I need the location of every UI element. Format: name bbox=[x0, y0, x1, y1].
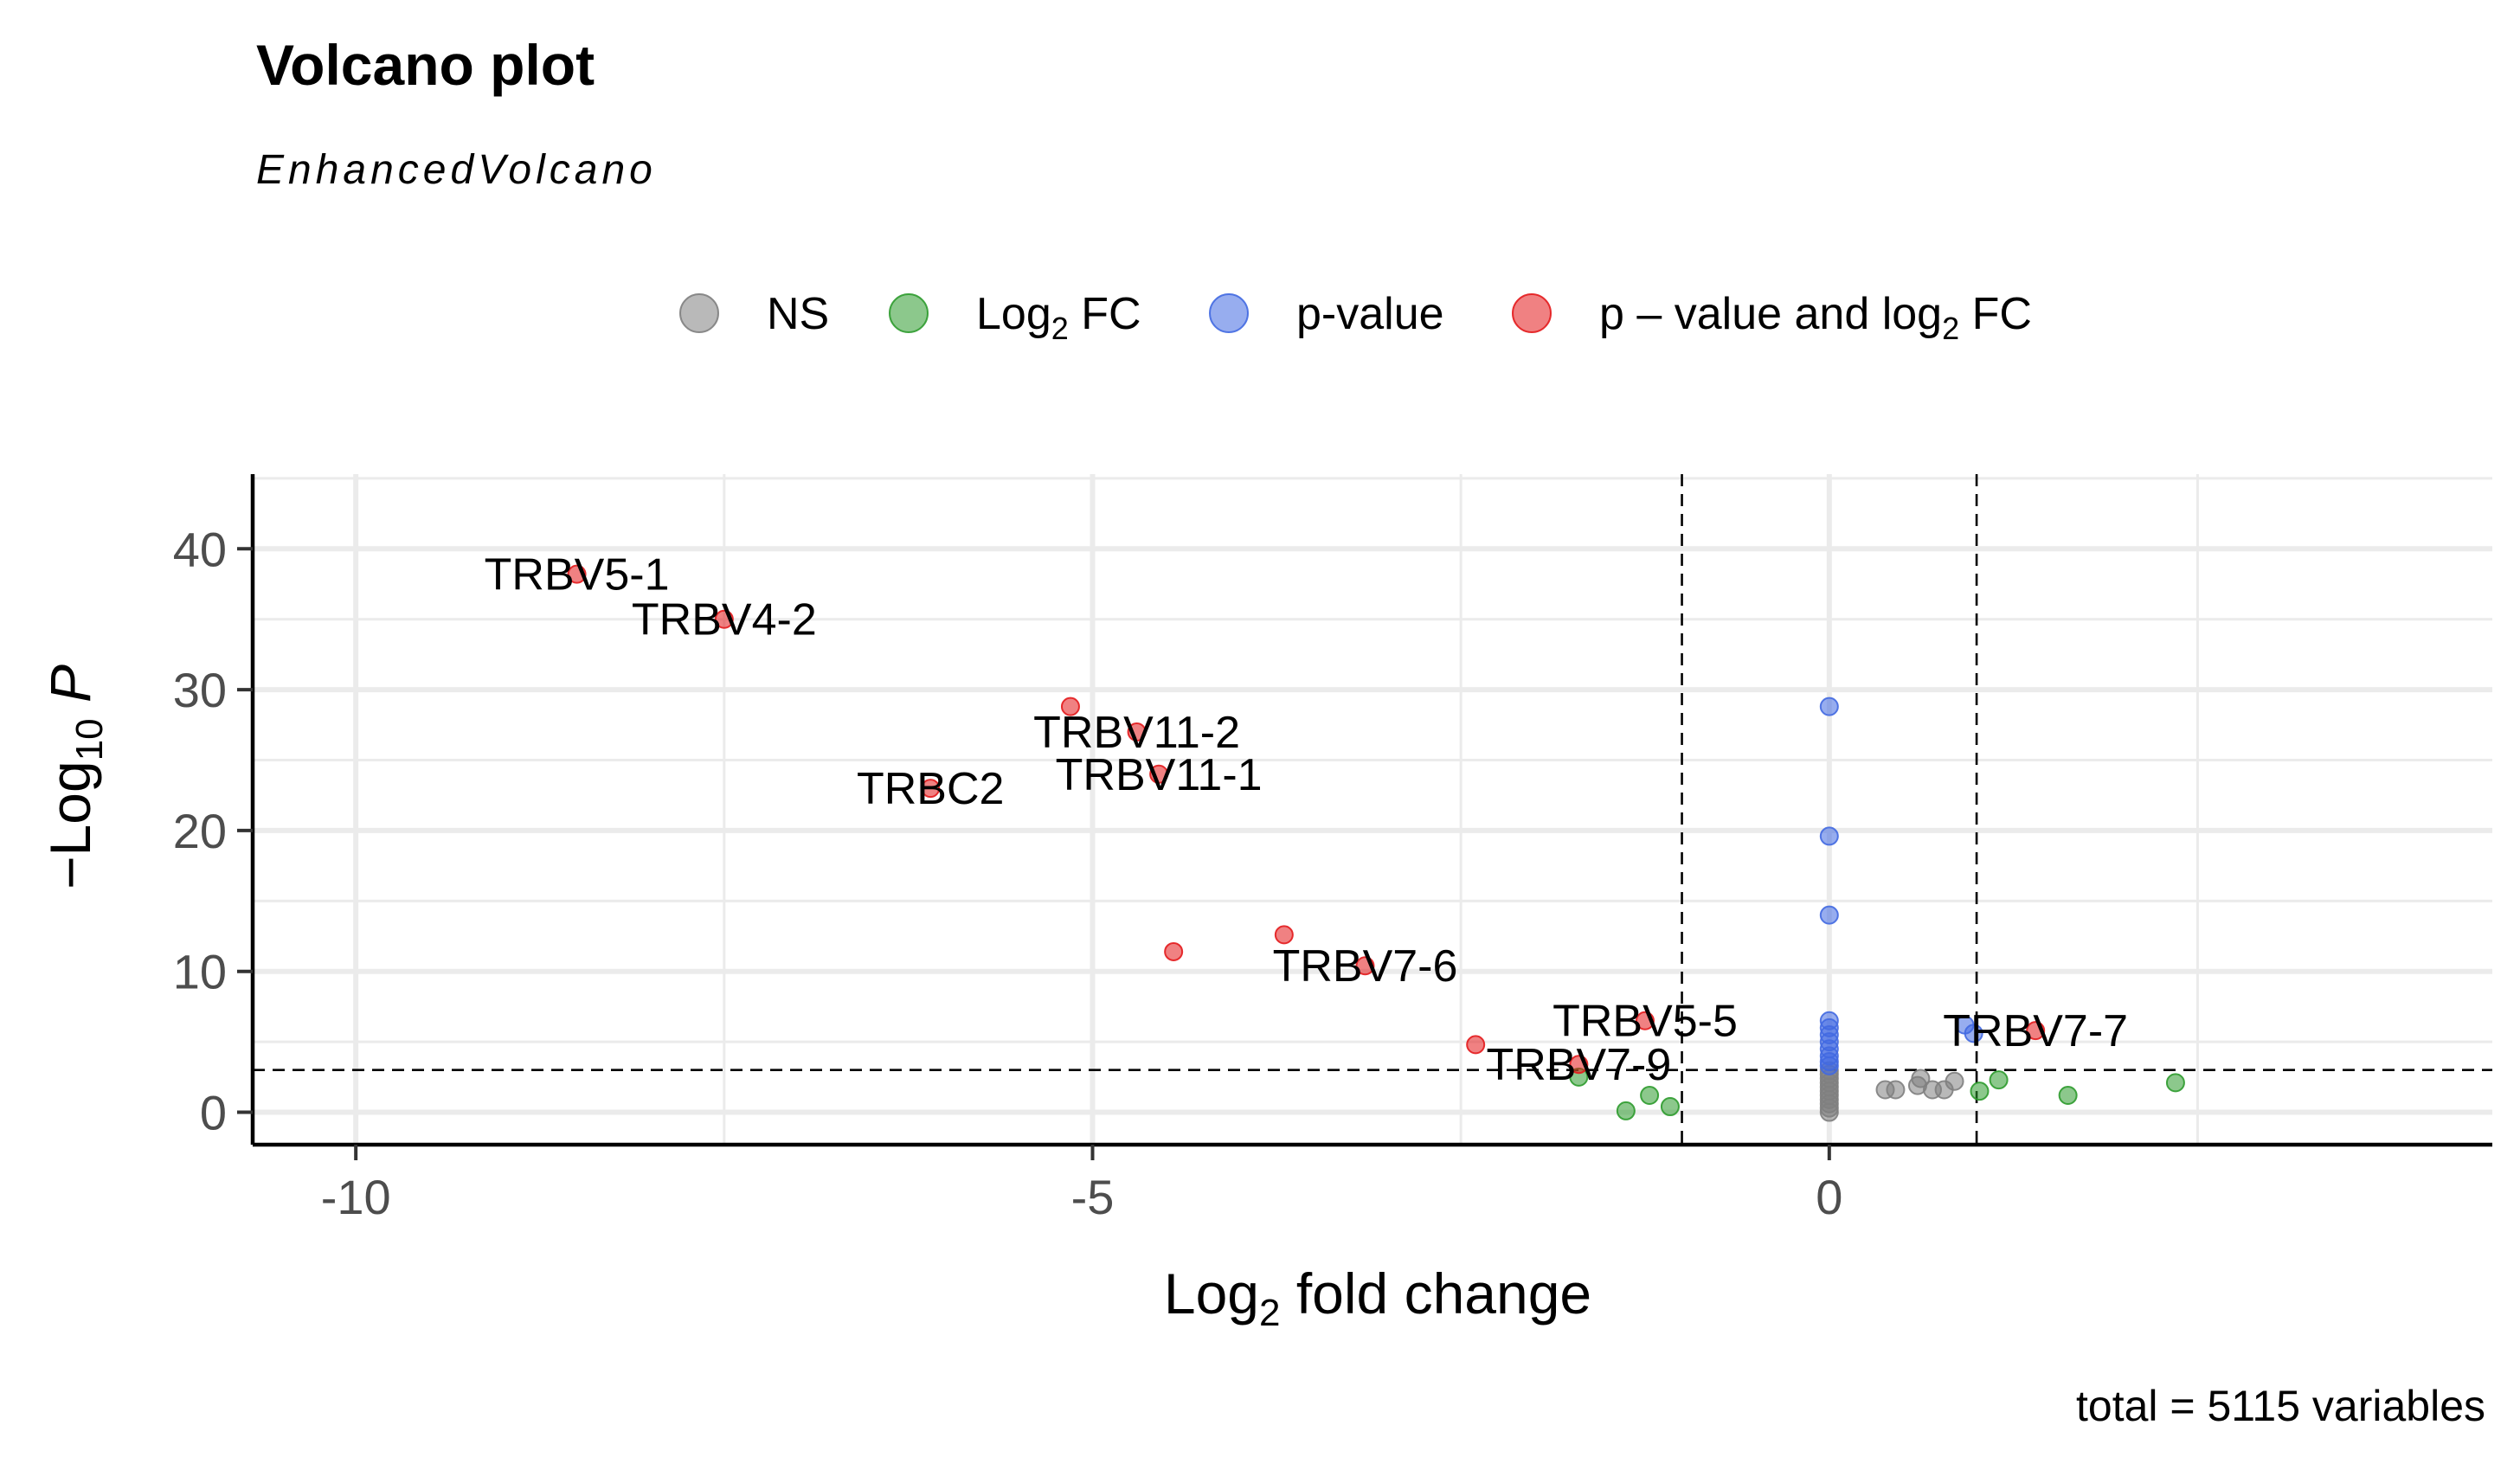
point-fc_p-3 bbox=[1127, 722, 1147, 741]
point-p-0 bbox=[1819, 696, 1839, 716]
gene-label-trbv7-7: TRBV7-7 bbox=[1943, 1006, 2128, 1056]
y-axis-title: −Log10 P bbox=[38, 664, 111, 889]
gene-label-trbv5-1: TRBV5-1 bbox=[485, 550, 670, 600]
point-fc-7 bbox=[2165, 1073, 2185, 1093]
x-tick-label-1: -5 bbox=[1071, 1170, 1115, 1224]
x-tick-label-2: 0 bbox=[1816, 1170, 1842, 1224]
point-fc-2 bbox=[1616, 1101, 1636, 1120]
y-tick-label-1: 10 bbox=[173, 945, 227, 999]
legend-label-ns: NS bbox=[767, 289, 829, 339]
y-tick-label-0: 0 bbox=[200, 1086, 227, 1140]
data-points bbox=[567, 564, 2185, 1122]
point-ns-12 bbox=[1886, 1080, 1906, 1100]
legend-key-fc_p bbox=[1512, 293, 1552, 333]
legend-key-p bbox=[1209, 293, 1249, 333]
gene-label-trbv4-2: TRBV4-2 bbox=[632, 595, 817, 645]
legend-label-p: p-value bbox=[1296, 289, 1444, 339]
y-tick-label-4: 40 bbox=[173, 522, 227, 576]
point-fc_p-5 bbox=[921, 779, 941, 799]
x-axis-title: Log2 fold change bbox=[1164, 1261, 1591, 1334]
y-tick-label-2: 20 bbox=[173, 804, 227, 858]
point-fc_p-1 bbox=[714, 609, 734, 629]
x-tick-label-0: -10 bbox=[321, 1170, 391, 1224]
caption: total = 5115 variables bbox=[2076, 1382, 2485, 1430]
point-fc-6 bbox=[2058, 1086, 2078, 1106]
point-p-1 bbox=[1819, 826, 1839, 846]
legend-label-fc: Log2 FC bbox=[976, 289, 1141, 346]
point-p-12 bbox=[1964, 1024, 1983, 1043]
point-fc_p-0 bbox=[567, 564, 587, 584]
point-fc_p-7 bbox=[1164, 941, 1184, 961]
point-fc-1 bbox=[1640, 1086, 1660, 1106]
point-fc_p-10 bbox=[1466, 1035, 1486, 1055]
point-fc_p-2 bbox=[1060, 696, 1080, 716]
point-fc_p-11 bbox=[1569, 1055, 1589, 1075]
axes: -10 -5 0 0 10 20 30 40 bbox=[173, 474, 2492, 1224]
legend: NS Log2 FC p-value p – value and log2 FC bbox=[679, 289, 2032, 346]
chart-subtitle: EnhancedVolcano bbox=[256, 147, 657, 193]
legend-key-ns bbox=[679, 293, 719, 333]
gene-label-trbc2: TRBC2 bbox=[857, 764, 1004, 814]
point-p-2 bbox=[1819, 905, 1839, 925]
point-fc-3 bbox=[1660, 1097, 1680, 1117]
point-ns-17 bbox=[1945, 1071, 1964, 1091]
y-tick-label-3: 30 bbox=[173, 663, 227, 717]
legend-key-fc bbox=[889, 293, 929, 333]
gene-label-trbv7-9: TRBV7-9 bbox=[1486, 1040, 1671, 1090]
point-fc-4 bbox=[1970, 1082, 1990, 1101]
point-fc_p-6 bbox=[1274, 925, 1294, 945]
point-fc-5 bbox=[1989, 1070, 2009, 1090]
legend-label-fc_p: p – value and log2 FC bbox=[1599, 289, 2032, 346]
gene-label-trbv11-1: TRBV11-1 bbox=[1056, 750, 1263, 800]
point-fc_p-4 bbox=[1149, 764, 1169, 784]
gene-label-trbv5-5: TRBV5-5 bbox=[1552, 997, 1738, 1047]
point-fc_p-9 bbox=[1635, 1011, 1655, 1030]
point-fc_p-8 bbox=[1355, 956, 1375, 976]
point-ns-14 bbox=[1911, 1069, 1931, 1088]
point-fc_p-12 bbox=[2026, 1021, 2046, 1041]
gene-label-trbv7-6: TRBV7-6 bbox=[1273, 941, 1458, 992]
gene-label-trbv11-2: TRBV11-2 bbox=[1033, 708, 1240, 758]
chart-title: Volcano plot bbox=[256, 33, 595, 97]
point-p-10 bbox=[1819, 1056, 1839, 1075]
